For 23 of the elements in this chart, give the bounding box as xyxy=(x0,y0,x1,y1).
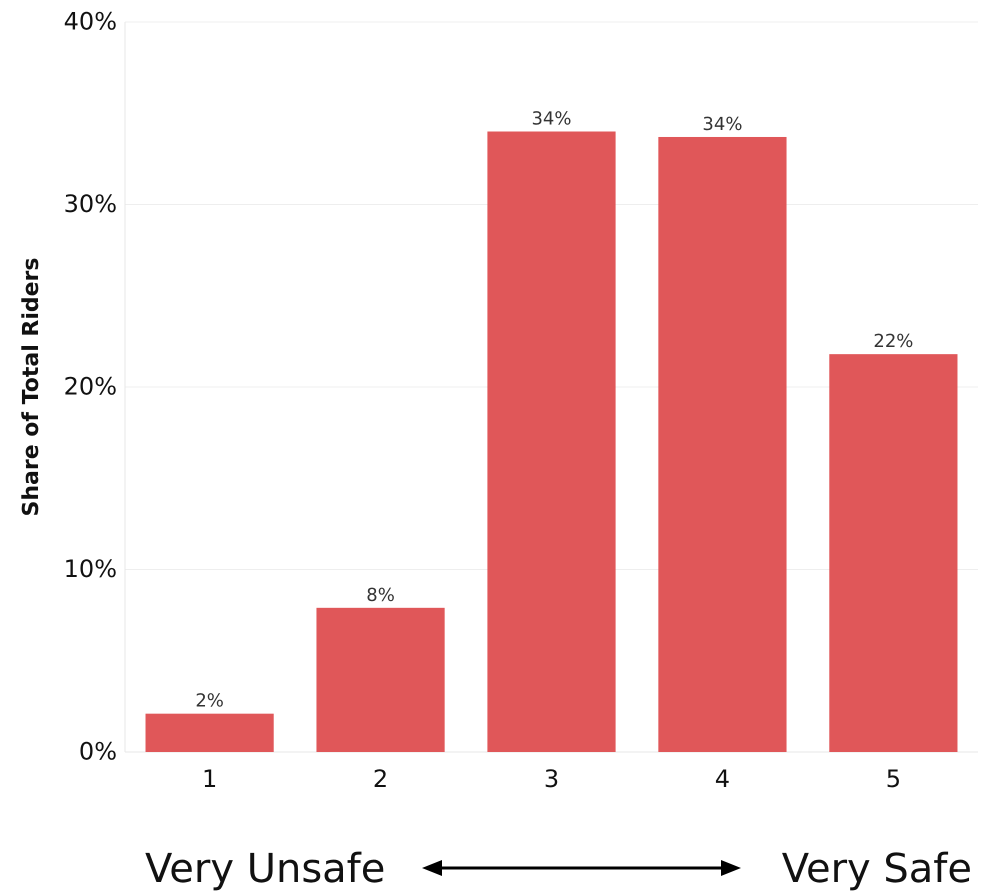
x-tick-label: 4 xyxy=(714,765,730,794)
y-tick-label: 0% xyxy=(78,738,117,766)
bar xyxy=(146,714,274,752)
y-tick-label: 20% xyxy=(64,372,117,401)
bar xyxy=(829,354,958,752)
text: Very Safe xyxy=(782,846,972,892)
bar xyxy=(316,608,445,752)
bar xyxy=(487,132,616,752)
data-label: 34% xyxy=(531,108,572,130)
data-label: 2% xyxy=(195,690,224,712)
text: Very Unsafe xyxy=(145,846,386,892)
x-tick-label: 2 xyxy=(372,765,388,794)
y-tick-label: 40% xyxy=(64,8,117,36)
data-label: 22% xyxy=(873,331,914,352)
x-tick-label: 1 xyxy=(202,765,218,794)
y-tick-label: 30% xyxy=(64,190,117,218)
y-tick-label: 10% xyxy=(64,555,117,584)
data-label: 34% xyxy=(702,114,742,135)
x-tick-label: 3 xyxy=(544,765,560,794)
x-tick-label: 5 xyxy=(886,765,902,794)
data-label: 8% xyxy=(366,584,395,606)
y-axis-title: Share of Total Riders xyxy=(19,258,44,516)
bar xyxy=(658,136,787,752)
